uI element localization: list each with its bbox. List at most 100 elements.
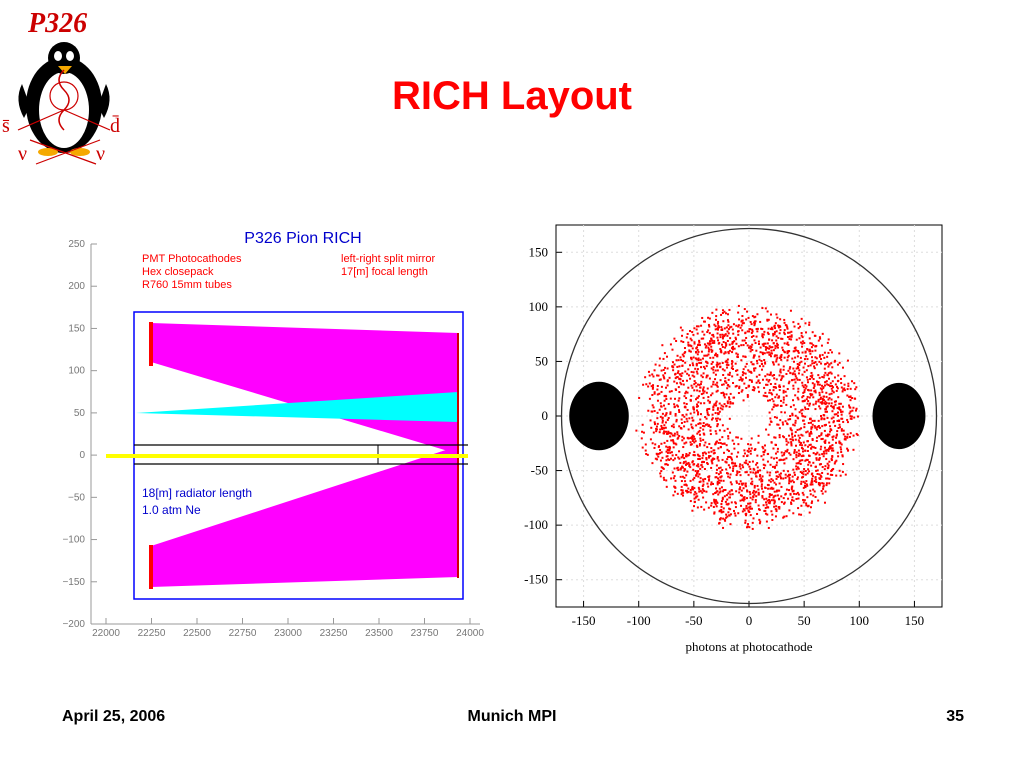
photon-point — [777, 475, 780, 478]
photon-point — [836, 363, 839, 366]
photon-point — [775, 464, 778, 467]
photon-point — [790, 429, 793, 432]
photon-point — [738, 482, 741, 485]
photon-point — [734, 506, 737, 509]
photon-point — [662, 432, 665, 435]
photon-point — [755, 471, 758, 474]
photon-point — [772, 334, 775, 337]
photon-point — [718, 491, 721, 494]
photon-point — [702, 460, 705, 463]
photon-point — [703, 390, 706, 393]
photon-point — [720, 392, 723, 395]
photon-point — [787, 470, 790, 473]
photon-point — [778, 374, 781, 377]
photon-point — [818, 473, 821, 476]
photon-point — [719, 476, 722, 479]
photon-point — [780, 495, 783, 498]
photon-point — [730, 325, 733, 328]
photon-point — [726, 358, 729, 361]
photon-point — [664, 407, 667, 410]
photon-point — [731, 439, 734, 442]
photon-point — [767, 333, 770, 336]
photon-point — [741, 315, 744, 318]
photon-point — [679, 378, 682, 381]
photon-point — [727, 492, 730, 495]
photon-point — [742, 355, 745, 358]
photon-point — [724, 519, 727, 522]
photon-point — [752, 355, 755, 358]
photon-point — [840, 448, 843, 451]
photon-point — [768, 389, 771, 392]
photon-point — [783, 356, 786, 359]
photon-point — [674, 373, 677, 376]
left-y-tick-label: −200 — [62, 619, 85, 630]
photon-point — [809, 378, 812, 381]
photon-point — [739, 474, 742, 477]
photon-point — [750, 447, 753, 450]
photon-point — [788, 331, 791, 334]
photon-point — [774, 354, 777, 357]
photon-point — [826, 433, 829, 436]
photon-point — [832, 467, 835, 470]
photon-point — [663, 441, 666, 444]
photon-point — [749, 505, 752, 508]
photon-point — [753, 367, 756, 370]
photon-point — [729, 326, 732, 329]
photon-point — [781, 454, 784, 457]
photon-point — [678, 450, 681, 453]
photon-point — [744, 372, 747, 375]
photon-point — [840, 429, 843, 432]
photon-point — [707, 424, 710, 427]
photon-point — [766, 506, 769, 509]
photon-point — [764, 464, 767, 467]
photon-point — [649, 438, 652, 441]
photon-point — [813, 367, 816, 370]
photon-point — [792, 499, 795, 502]
photon-point — [752, 386, 755, 389]
photon-point — [856, 415, 859, 418]
photon-point — [699, 437, 702, 440]
photon-point — [808, 444, 811, 447]
photon-point — [840, 386, 843, 389]
photon-point — [789, 453, 792, 456]
photon-point — [740, 320, 743, 323]
photon-point — [746, 490, 749, 493]
photon-point — [730, 501, 733, 504]
photon-point — [678, 365, 681, 368]
photon-point — [741, 379, 744, 382]
photon-point — [804, 444, 807, 447]
photon-point — [696, 389, 699, 392]
photon-point — [773, 416, 776, 419]
photon-point — [708, 348, 711, 351]
photon-point — [692, 333, 695, 336]
left-x-tick-label: 22500 — [183, 628, 211, 639]
photon-point — [796, 428, 799, 431]
photon-point — [851, 380, 854, 383]
photon-point — [741, 319, 744, 322]
photon-point — [756, 471, 759, 474]
photon-point — [762, 490, 765, 493]
left-x-tick-label: 23500 — [365, 628, 393, 639]
photon-point — [748, 526, 751, 529]
photon-point — [774, 443, 777, 446]
photon-point — [828, 441, 831, 444]
photon-point — [795, 349, 798, 352]
photon-point — [640, 437, 643, 440]
photon-point — [784, 390, 787, 393]
photon-point — [725, 359, 728, 362]
photon-point — [696, 405, 699, 408]
photon-point — [735, 436, 738, 439]
photon-point — [797, 351, 800, 354]
photon-point — [717, 326, 720, 329]
left-x-ticks: 22000 22250 22500 22750 23000 23250 23500 23750… — [92, 618, 484, 639]
photon-point — [838, 352, 841, 355]
photon-point — [854, 409, 857, 412]
photon-point — [747, 450, 750, 453]
photon-point — [825, 452, 828, 455]
photon-point — [718, 487, 721, 490]
photon-point — [716, 389, 719, 392]
photon-point — [737, 451, 740, 454]
photon-point — [829, 349, 832, 352]
photon-point — [689, 466, 692, 469]
photon-point — [815, 457, 818, 460]
